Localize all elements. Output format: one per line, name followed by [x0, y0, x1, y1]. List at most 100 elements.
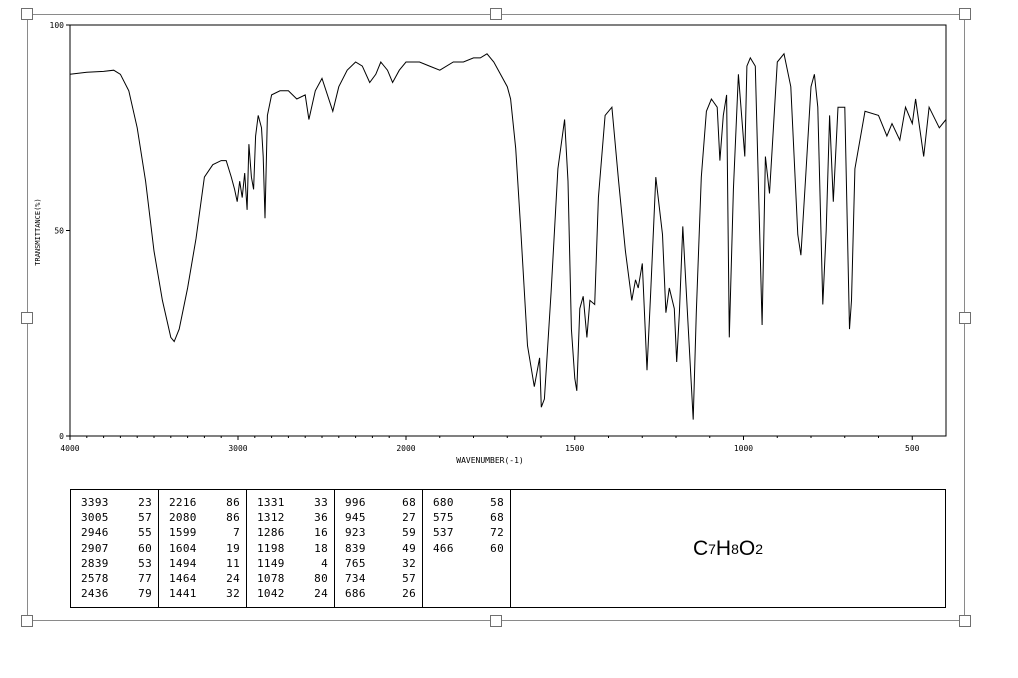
peak-transmittance: 23	[138, 496, 152, 509]
peak-wavenumber: 1494	[169, 556, 197, 570]
peak-row: 1286 16	[257, 525, 328, 540]
peak-transmittance: 58	[490, 496, 504, 509]
peak-transmittance: 72	[490, 526, 504, 540]
x-tick-label: 2000	[396, 444, 415, 453]
peak-row: 680 58	[433, 495, 504, 510]
peak-wavenumber: 2839	[81, 556, 109, 570]
peak-transmittance: 68	[490, 511, 504, 525]
peak-transmittance: 24	[314, 587, 328, 601]
resize-handle-bottom-right[interactable]	[959, 615, 971, 627]
peak-wavenumber: 1604	[169, 541, 197, 555]
peak-transmittance: 59	[402, 526, 416, 540]
x-tick-label: 500	[905, 444, 920, 453]
resize-handle-top-left[interactable]	[21, 8, 33, 20]
peak-transmittance: 55	[138, 526, 152, 540]
peak-wavenumber: 3005	[81, 511, 109, 525]
peak-transmittance: 60	[138, 541, 152, 555]
x-tick-label: 4000	[60, 444, 79, 453]
peak-row: 923 59	[345, 525, 416, 540]
peak-row: 466 60	[433, 541, 504, 556]
peak-row: 2578 77	[81, 571, 152, 586]
peak-wavenumber: 1198	[257, 541, 285, 555]
formula-subscript: 2	[755, 540, 764, 557]
peak-transmittance: 32	[226, 587, 240, 601]
peak-transmittance: 24	[226, 572, 240, 586]
peak-row: 1441 32	[169, 586, 240, 601]
peak-transmittance: 79	[138, 587, 152, 601]
peak-row: 1198 18	[257, 541, 328, 556]
peak-wavenumber: 765	[345, 556, 366, 570]
resize-handle-middle-left[interactable]	[21, 312, 33, 324]
formula-element: C	[692, 536, 709, 560]
peak-wavenumber: 1331	[257, 496, 285, 509]
peak-row: 2839 53	[81, 556, 152, 571]
resize-handle-top-center[interactable]	[490, 8, 502, 20]
peak-transmittance: 11	[226, 556, 240, 570]
peak-row: 1494 11	[169, 556, 240, 571]
peak-transmittance: 77	[138, 572, 152, 586]
peak-row: 3393 23	[81, 495, 152, 510]
peak-row: 686 26	[345, 586, 416, 601]
formula-element: O	[738, 536, 756, 560]
resize-handle-bottom-left[interactable]	[21, 615, 33, 627]
peak-row: 2080 86	[169, 510, 240, 525]
peak-transmittance: 57	[402, 572, 416, 586]
peak-row: 2436 79	[81, 586, 152, 601]
y-axis-label: TRANSMITTANCE(%)	[34, 198, 42, 265]
peak-table: 3393 23 3005 57 2946 55 2907 60 2839 53 2578 77 2436…	[70, 489, 946, 608]
peak-wavenumber: 2578	[81, 572, 109, 586]
peak-transmittance: 27	[402, 511, 416, 525]
peak-transmittance: 68	[402, 496, 416, 509]
peak-transmittance: 86	[226, 496, 240, 509]
peak-transmittance: 18	[314, 541, 328, 555]
peak-column: 680 58 575 68 537 72 466 60	[423, 490, 511, 607]
spectrum-series-line	[69, 52, 947, 420]
peak-row: 765 32	[345, 556, 416, 571]
peak-row: 1312 36	[257, 510, 328, 525]
peak-row: 1464 24	[169, 571, 240, 586]
peak-transmittance: 26	[402, 587, 416, 601]
y-tick-label: 100	[50, 21, 65, 30]
resize-handle-bottom-center[interactable]	[490, 615, 502, 627]
y-tick-label: 0	[59, 432, 64, 441]
formula-subscript: 8	[731, 540, 739, 557]
peak-transmittance: 32	[402, 556, 416, 570]
x-tick-label: 3000	[228, 444, 247, 453]
peak-row: 1604 19	[169, 541, 240, 556]
peak-wavenumber: 2907	[81, 541, 109, 555]
peak-row: 1078 80	[257, 571, 328, 586]
ir-spectrum-chart: 4000 3000 2000 1500 1000 500 0 50 100 WAVENUMBER…	[34, 21, 947, 465]
y-tick-label: 50	[54, 227, 64, 236]
peak-wavenumber: 537	[433, 526, 454, 540]
peak-wavenumber: 923	[345, 526, 366, 540]
peak-row: 2946 55	[81, 525, 152, 540]
peak-transmittance: 36	[314, 511, 328, 525]
peak-wavenumber: 1441	[169, 587, 197, 601]
peak-transmittance: 33	[314, 496, 328, 509]
peak-row: 3005 57	[81, 510, 152, 525]
peak-wavenumber: 1286	[257, 526, 285, 540]
peak-row: 575 68	[433, 510, 504, 525]
plot-area-frame	[69, 24, 947, 437]
peak-transmittance: 86	[226, 511, 240, 525]
peak-wavenumber: 2080	[169, 511, 197, 525]
peak-wavenumber: 2216	[169, 496, 197, 509]
resize-handle-middle-right[interactable]	[959, 312, 971, 324]
peak-wavenumber: 1464	[169, 572, 197, 586]
peak-wavenumber: 1312	[257, 511, 285, 525]
peak-transmittance: 60	[490, 541, 504, 555]
resize-handle-top-right[interactable]	[959, 8, 971, 20]
peak-column: 996 68 945 27 923 59 839 49 765 32 734 57 686 26	[335, 490, 423, 607]
peak-row: 1599 7	[169, 525, 240, 540]
peak-wavenumber: 3393	[81, 496, 109, 509]
peak-transmittance: 53	[138, 556, 152, 570]
peak-wavenumber: 996	[345, 496, 366, 509]
peak-row: 1331 33	[257, 495, 328, 510]
peak-transmittance: 57	[138, 511, 152, 525]
peak-wavenumber: 734	[345, 572, 366, 586]
formula-subscript: 7	[708, 540, 716, 557]
peak-wavenumber: 466	[433, 541, 454, 555]
peak-transmittance: 16	[314, 526, 328, 540]
peak-wavenumber: 575	[433, 511, 454, 525]
